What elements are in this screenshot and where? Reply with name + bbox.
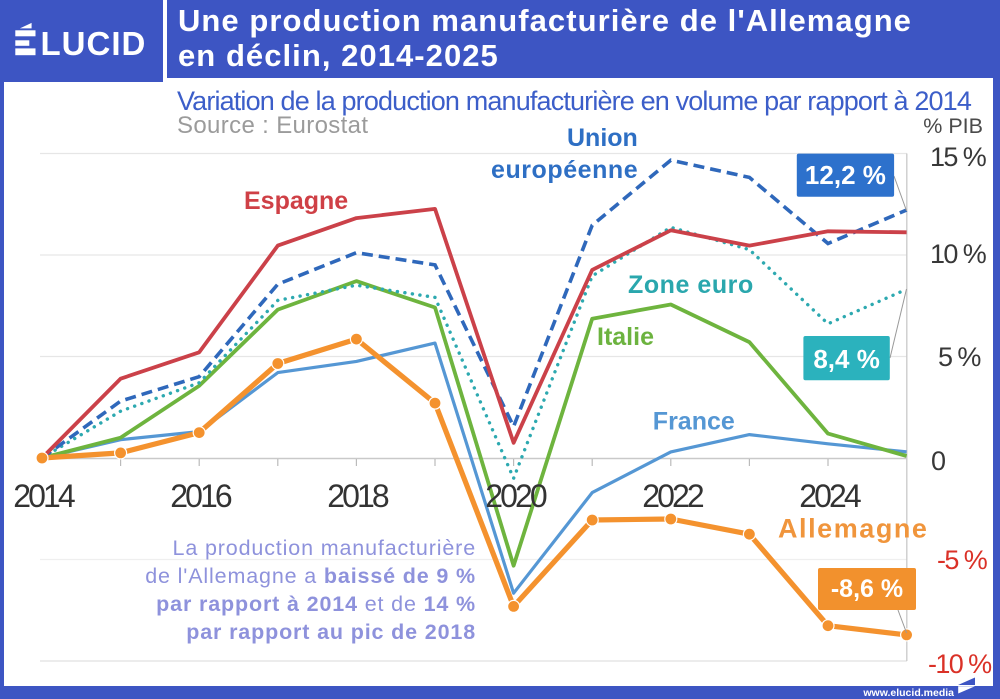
svg-text:2016: 2016 bbox=[170, 478, 232, 514]
svg-text:-5 %: -5 % bbox=[937, 545, 988, 575]
svg-text:2014: 2014 bbox=[13, 478, 75, 514]
svg-text:LUCID: LUCID bbox=[41, 25, 147, 62]
svg-text:12,2 %: 12,2 % bbox=[805, 160, 886, 190]
svg-text:8,4 %: 8,4 % bbox=[813, 344, 880, 374]
svg-text:2022: 2022 bbox=[642, 478, 704, 514]
svg-text:0: 0 bbox=[931, 446, 945, 476]
svg-text:Allemagne: Allemagne bbox=[778, 514, 929, 544]
svg-text:2020: 2020 bbox=[485, 478, 547, 514]
svg-text:France: France bbox=[653, 408, 735, 436]
svg-text:Union: Union bbox=[567, 124, 638, 152]
svg-text:Zone euro: Zone euro bbox=[628, 271, 754, 299]
svg-text:15 %: 15 % bbox=[930, 142, 987, 172]
svg-text:10 %: 10 % bbox=[930, 239, 987, 269]
svg-text:2024: 2024 bbox=[799, 478, 861, 514]
svg-text:2018: 2018 bbox=[327, 478, 389, 514]
svg-text:Espagne: Espagne bbox=[244, 187, 348, 215]
svg-text:Italie: Italie bbox=[597, 323, 654, 351]
svg-text:-8,6 %: -8,6 % bbox=[831, 575, 903, 603]
svg-text:5 %: 5 % bbox=[938, 342, 981, 372]
svg-text:-10 %: -10 % bbox=[928, 649, 992, 679]
svg-text:européenne: européenne bbox=[491, 156, 638, 184]
